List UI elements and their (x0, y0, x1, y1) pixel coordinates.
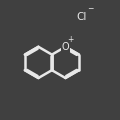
Text: Cl: Cl (76, 12, 87, 22)
Text: O: O (62, 42, 69, 52)
Text: +: + (67, 35, 74, 44)
Text: −: − (87, 4, 93, 13)
